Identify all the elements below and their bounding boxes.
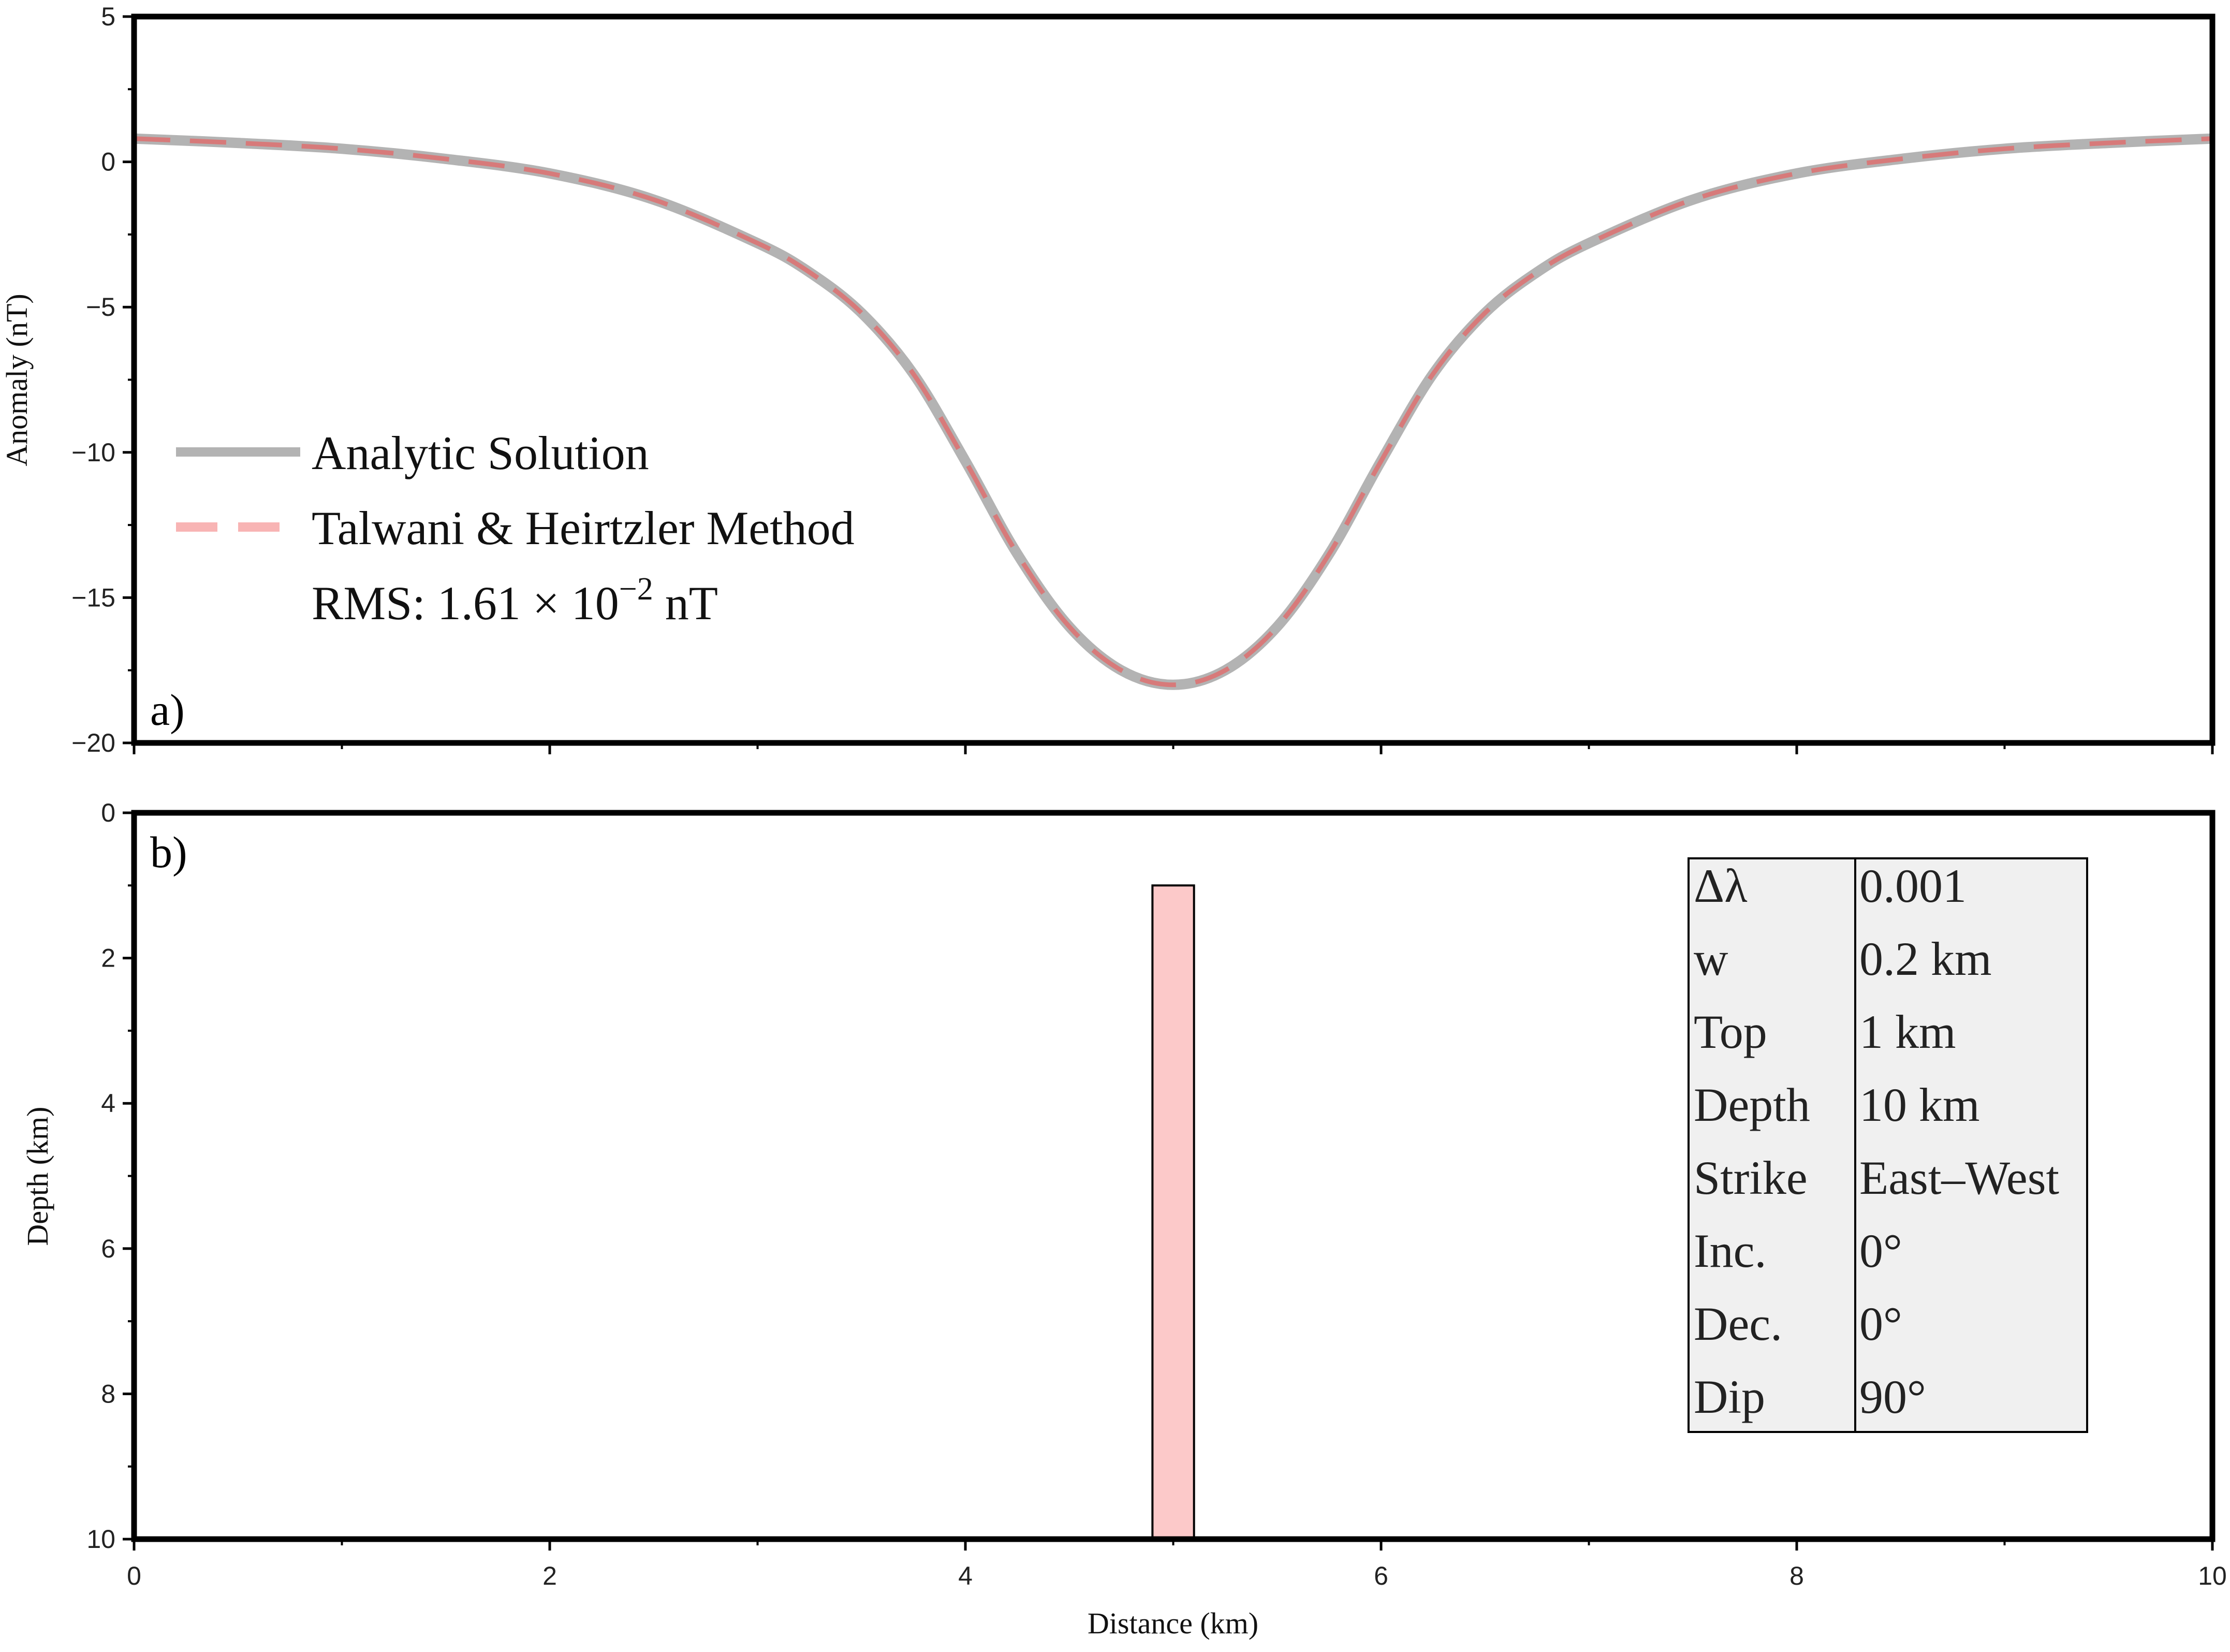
- distance-x-axis-label: Distance (km): [1088, 1606, 1258, 1640]
- parameter-label: Dip: [1694, 1370, 1765, 1423]
- parameter-value: 0°: [1859, 1297, 1902, 1350]
- parameter-value: 0.001: [1859, 859, 1967, 912]
- anomaly-y-ticks: 5 0 −5 −10 −15 −20: [71, 2, 134, 757]
- y-tick-label: 10: [86, 1525, 115, 1554]
- panel-a-label: a): [150, 685, 185, 735]
- legend-label-analytic: Analytic Solution: [312, 427, 649, 479]
- y-tick-label: −20: [71, 728, 115, 757]
- parameter-rows: Δλ 0.001 w 0.2 km Top 1 km Depth 10 km Strike Eas…: [1694, 859, 2059, 1423]
- parameter-label: w: [1694, 932, 1728, 985]
- anomaly-x-ticks: [133, 743, 2214, 754]
- parameter-value: 10 km: [1859, 1078, 1980, 1131]
- y-tick-label: −5: [86, 293, 115, 321]
- y-tick-label: 5: [101, 2, 115, 31]
- rms-suffix: nT: [653, 577, 718, 630]
- x-tick-label: 2: [542, 1561, 557, 1590]
- rms-annotation: RMS: 1.61 × 10−2 nT: [312, 572, 718, 630]
- source-body-prism: [1151, 884, 1195, 1540]
- series-line-talwani-heirtzler: [134, 136, 2213, 688]
- panel-b: 0 2 4 6 8 10 0 2 4 6 8 10 Depth (km) Distance (km)…: [21, 798, 2227, 1640]
- y-tick-label: 6: [101, 1234, 115, 1263]
- parameter-table-box: [1688, 857, 2088, 1433]
- parameter-value: 90°: [1859, 1370, 1926, 1423]
- y-tick-label: −15: [71, 583, 115, 612]
- y-tick-label: 2: [101, 944, 115, 973]
- anomaly-curves: [134, 133, 2213, 690]
- depth-y-ticks: 0 2 4 6 8 10: [86, 798, 134, 1554]
- x-tick-label: 6: [1374, 1561, 1388, 1590]
- legend-label-talwani: Talwani & Heirtzler Method: [312, 502, 855, 554]
- x-tick-label: 8: [1789, 1561, 1804, 1590]
- parameter-table: Δλ 0.001 w 0.2 km Top 1 km Depth 10 km Strike Eas…: [1688, 857, 2088, 1433]
- parameter-label: Strike: [1694, 1151, 1808, 1204]
- parameter-value: 0.2 km: [1859, 932, 1992, 985]
- y-tick-label: 8: [101, 1379, 115, 1408]
- rms-exponent: −2: [619, 572, 653, 607]
- x-tick-label: 10: [2198, 1561, 2227, 1590]
- depth-y-axis-label: Depth (km): [21, 1107, 54, 1246]
- legend: Analytic Solution Talwani & Heirtzler Me…: [176, 427, 855, 630]
- parameter-value: East–West: [1859, 1151, 2059, 1204]
- parameter-label: Dec.: [1694, 1297, 1782, 1350]
- y-tick-label: −10: [71, 438, 115, 467]
- y-tick-label: 0: [101, 148, 115, 177]
- y-tick-label: 0: [101, 798, 115, 827]
- parameter-label: Depth: [1694, 1078, 1810, 1131]
- parameter-label: Inc.: [1694, 1224, 1766, 1277]
- panel-a: 5 0 −5 −10 −15 −20 Anomaly (nT) a) Analytic S…: [0, 2, 2216, 757]
- y-tick-label: 4: [101, 1089, 115, 1118]
- anomaly-y-axis-label: Anomaly (nT): [0, 294, 34, 466]
- parameter-label: Top: [1694, 1005, 1767, 1058]
- parameter-label: Δλ: [1694, 859, 1748, 912]
- rms-prefix: RMS: 1.61 × 10: [312, 577, 619, 630]
- parameter-value: 0°: [1859, 1224, 1902, 1277]
- x-tick-label: 0: [127, 1561, 141, 1590]
- distance-x-ticks: 0 2 4 6 8 10: [127, 1539, 2227, 1590]
- panel-b-label: b): [150, 827, 187, 877]
- parameter-value: 1 km: [1859, 1005, 1956, 1058]
- x-tick-label: 4: [958, 1561, 973, 1590]
